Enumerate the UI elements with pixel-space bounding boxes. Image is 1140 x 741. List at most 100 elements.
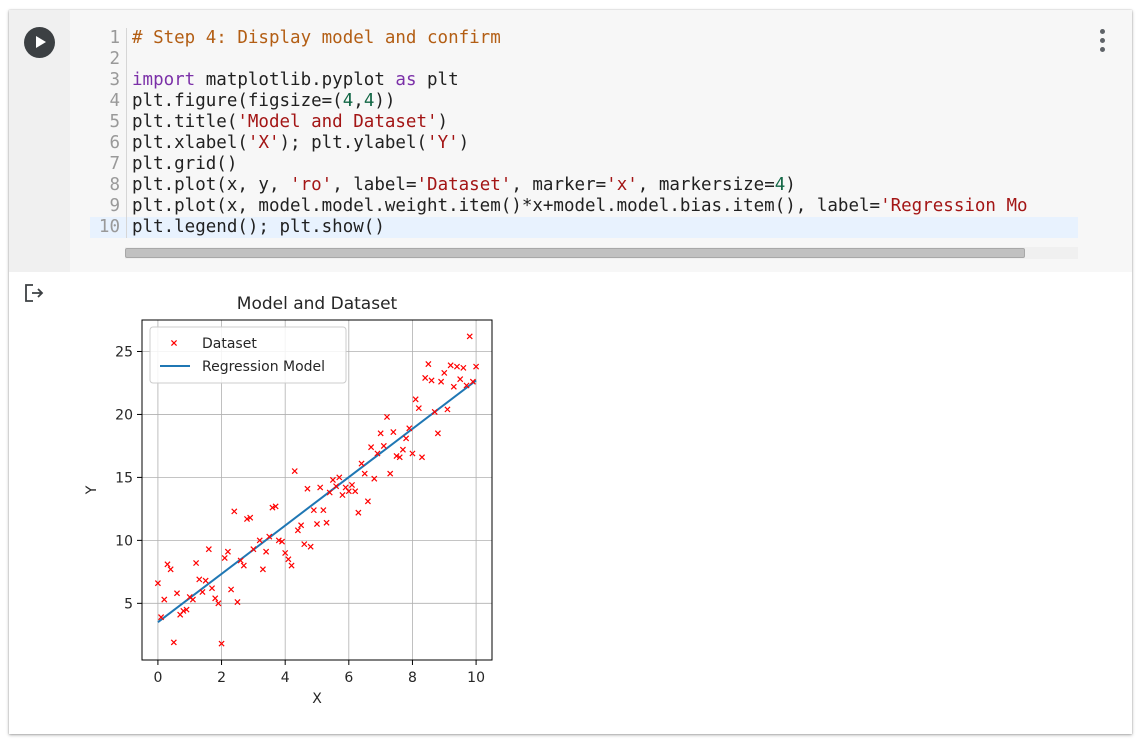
data-point (361, 470, 368, 477)
data-point (380, 442, 387, 449)
code-token: ) (785, 175, 796, 195)
data-point (263, 548, 270, 555)
data-point (434, 430, 441, 437)
line-number: 1 (109, 28, 120, 48)
gutter-separator (126, 154, 127, 175)
data-point (243, 515, 251, 522)
x-tick-label: 4 (281, 670, 290, 686)
code-line[interactable]: 2 (90, 49, 1078, 70)
gutter-separator (126, 217, 127, 238)
code-line[interactable]: 9 plt.plot(x, model.model.weight.item()*x… (90, 196, 1078, 217)
more-vert-icon[interactable] (1092, 26, 1112, 56)
gutter-separator (126, 112, 127, 133)
code-token: 'Y' (427, 133, 459, 153)
data-point (237, 557, 244, 564)
code-line[interactable]: 6 plt.xlabel('X'); plt.ylabel('Y') (90, 133, 1078, 154)
code-text: import matplotlib.pyplot as plt (132, 70, 459, 91)
data-point (345, 488, 352, 495)
code-token: 4 (363, 91, 375, 111)
data-point (278, 538, 286, 545)
data-point (473, 363, 480, 370)
x-tick-label: 2 (217, 670, 226, 686)
y-tick-label: 5 (124, 596, 133, 612)
output-redirect-icon (25, 284, 44, 302)
code-text: plt.plot(x, model.model.weight.item()*x+… (132, 196, 1028, 217)
code-token: 'Model and Dataset' (237, 112, 438, 132)
code-token: plt.legend(); plt.show() (132, 217, 385, 237)
line-number: 8 (109, 175, 120, 195)
code-token: as (395, 70, 417, 90)
x-tick-label: 8 (408, 670, 417, 686)
run-cell-button[interactable] (24, 27, 55, 58)
data-point (304, 485, 311, 492)
y-tick-label: 20 (115, 407, 133, 423)
code-text: plt.grid() (132, 154, 237, 175)
code-text: # Step 4: Display model and confirm (132, 28, 501, 49)
code-token: ) (437, 112, 449, 132)
data-point (438, 378, 445, 385)
code-line[interactable]: 3 import matplotlib.pyplot as plt (90, 70, 1078, 91)
data-point (383, 413, 391, 420)
horizontal-scrollbar[interactable] (125, 247, 1078, 259)
code-area: 1 # Step 4: Display model and confirm 2 3 im… (9, 10, 1132, 272)
data-point (272, 503, 279, 510)
data-point (294, 527, 301, 534)
code-token: plt.plot(x, y, (132, 175, 291, 195)
data-point (282, 549, 289, 556)
code-editor[interactable]: 1 # Step 4: Display model and confirm 2 3 im… (90, 28, 1078, 260)
gutter-separator (126, 175, 127, 196)
code-token: # Step 4: Display model and confirm (132, 28, 501, 48)
regression-line (157, 379, 477, 624)
code-token: import (132, 70, 196, 90)
line-number: 9 (109, 196, 120, 216)
y-tick-label: 10 (115, 533, 133, 549)
data-point (393, 452, 400, 460)
data-point (387, 470, 394, 477)
data-point (307, 543, 314, 550)
code-line[interactable]: 1 # Step 4: Display model and confirm (90, 28, 1078, 49)
code-text: plt.legend(); plt.show() (132, 217, 385, 238)
data-point (180, 607, 187, 614)
data-point (221, 554, 228, 562)
gutter-separator (126, 49, 127, 70)
code-token: plt.title( (132, 112, 238, 132)
data-point (406, 425, 413, 432)
code-token: 'Regression Mo (880, 196, 1028, 216)
data-point (444, 406, 451, 413)
code-token: 'Dataset' (416, 175, 512, 195)
data-point (196, 576, 203, 583)
code-line[interactable]: 10 plt.legend(); plt.show() (90, 217, 1078, 238)
data-point (161, 596, 168, 603)
line-number: 7 (109, 154, 120, 174)
data-point (208, 585, 216, 592)
code-line[interactable]: 5 plt.title('Model and Dataset') (90, 112, 1078, 133)
data-point (205, 546, 212, 553)
data-point (301, 541, 308, 548)
data-point (183, 606, 190, 613)
data-point (447, 362, 454, 369)
data-point (212, 595, 219, 602)
code-line[interactable]: 8 plt.plot(x, y, 'ro', label='Dataset', m… (90, 175, 1078, 196)
data-point (193, 560, 200, 567)
scrollbar-thumb[interactable] (125, 248, 1025, 258)
gutter-separator (126, 28, 127, 49)
chart-title: Model and Dataset (237, 294, 398, 314)
y-tick-label: 15 (115, 470, 133, 486)
data-point (460, 364, 467, 371)
gutter-separator (126, 91, 127, 112)
data-point (399, 446, 406, 453)
x-axis-label: X (312, 691, 322, 707)
data-point (364, 498, 371, 505)
data-point (358, 460, 365, 467)
code-token: plt (416, 70, 459, 90)
data-point (269, 504, 276, 511)
code-line[interactable]: 4 plt.figure(figsize=(4,4)) (90, 91, 1078, 112)
data-point (323, 519, 330, 526)
scatter-chart: 0 2 4 6 8 10 5 10 15 20 25 Model and Dataset X Y Datas… (84, 294, 493, 707)
gutter-separator (126, 196, 127, 217)
code-line[interactable]: 7 plt.grid() (90, 154, 1078, 175)
line-number: 3 (109, 70, 120, 90)
code-token: 4 (342, 91, 354, 111)
code-token: , label= (332, 175, 417, 195)
data-point (326, 489, 333, 496)
